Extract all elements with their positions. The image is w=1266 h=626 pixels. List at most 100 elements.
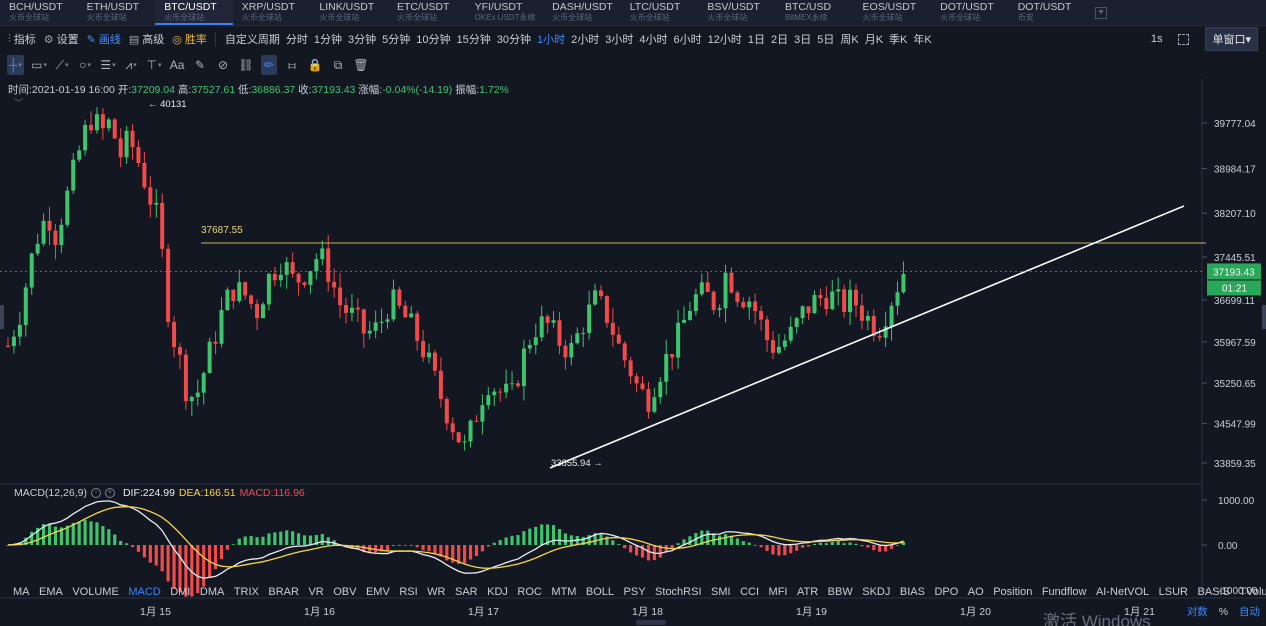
pencil-icon[interactable]: ✏ [261,55,278,75]
right-panel-handle[interactable] [1262,305,1266,329]
link-icon[interactable]: ⛓ [238,55,254,75]
custom-period-button[interactable]: 自定义周期 [224,34,280,46]
indicator-rsi[interactable]: RSI [399,586,418,598]
period-12[interactable]: 12小时 [707,34,742,46]
indicator-cci[interactable]: CCI [740,586,760,598]
ruler-icon[interactable]: ⧦ [284,55,300,75]
indicators-button[interactable]: ⫶ 指标 [8,32,36,47]
fullscreen-icon[interactable] [1178,33,1190,45]
pair-tab-etc-usdt[interactable]: ETC/USDT 火币全球站 [388,0,466,25]
period-17[interactable]: 周K [840,34,859,46]
period-0[interactable]: 分时 [285,34,308,46]
brush-icon[interactable]: ✎ [192,55,208,75]
settings-button[interactable]: ⚙ 设置 [43,33,79,47]
period-15[interactable]: 3日 [794,34,812,46]
log-scale-toggle[interactable]: 对数 [1186,606,1208,618]
indicator-brar[interactable]: BRAR [268,586,299,598]
pair-tab-btc-usdt[interactable]: BTC/USDT 火币全球站 [155,0,233,25]
indicator-bias[interactable]: BIAS [899,586,925,598]
indicator-smi[interactable]: SMI [711,586,731,598]
period-1[interactable]: 1分钟 [313,34,342,46]
advanced-button[interactable]: ▤ 高级 [128,33,165,47]
period-10[interactable]: 4小时 [639,34,668,46]
winrate-button[interactable]: ◎ 胜率 [172,33,207,47]
indicator-ai-netvol[interactable]: AI-NetVOL [1095,586,1150,598]
period-5[interactable]: 15分钟 [456,34,491,46]
period-7[interactable]: 1小时 [536,34,566,46]
indicator-fundflow[interactable]: Fundflow [1041,586,1087,598]
add-pair-button[interactable]: + [1095,7,1107,19]
period-13[interactable]: 1日 [747,34,765,46]
indicator-volume[interactable]: VOLUME [72,586,119,598]
indicator-atr[interactable]: ATR [796,586,819,598]
lock-icon[interactable]: 🔒 [307,55,323,75]
period-9[interactable]: 3小时 [605,34,634,46]
pattern-icon[interactable]: ⩘ ▾ [123,55,139,75]
auto-scale-toggle[interactable]: 自动 [1239,606,1260,618]
pair-tab-dot-usdt[interactable]: DOT/USDT 币安 [1009,0,1087,25]
pair-tab-bsv-usdt[interactable]: BSV/USDT 火币全球站 [698,0,776,25]
indicator-stochrsi[interactable]: StochRSI [655,586,702,598]
indicator-trix[interactable]: TRIX [233,586,259,598]
copy-icon[interactable]: ⧉ [330,55,346,75]
indicator-vr[interactable]: VR [308,586,324,598]
pair-tab-yfi-usdt[interactable]: YFI/USDT OKEx USDT永续 [466,0,544,25]
shape-circle-icon[interactable]: ○ ▾ [77,55,93,75]
fib-icon[interactable]: ☰ ▾ [100,55,116,75]
period-14[interactable]: 2日 [770,34,789,46]
indicator-kdj[interactable]: KDJ [487,586,508,598]
macd-settings-icon[interactable]: ◦ [90,488,101,498]
period-3[interactable]: 5分钟 [382,34,411,46]
indicator-lsur[interactable]: LSUR [1158,586,1188,598]
line-style-icon[interactable]: ▭ ▾ [31,55,47,75]
indicator-obv[interactable]: OBV [333,586,357,598]
crosshair-icon[interactable]: ┼ ▾ [7,55,25,75]
period-4[interactable]: 10分钟 [416,34,451,46]
indicator-boll[interactable]: BOLL [585,586,615,598]
collapse-icon[interactable]: ﹀ [14,98,24,108]
pair-tab-dot-usdt[interactable]: DOT/USDT 火币全球站 [931,0,1009,25]
candlestick-chart[interactable]: 39777.04 38984.17 38207.10 37445.51 36699.11… [0,78,1266,626]
left-panel-handle[interactable] [0,305,4,329]
indicator-ao[interactable]: AO [967,586,984,598]
trend-line[interactable] [549,205,1185,469]
pair-tab-ltc-usdt[interactable]: LTC/USDT 火币全球站 [621,0,699,25]
indicator-mfi[interactable]: MFI [768,586,788,598]
pair-tab-eos-usdt[interactable]: EOS/USDT 火币全球站 [854,0,932,25]
period-20[interactable]: 年K [913,34,932,46]
indicator-psy[interactable]: PSY [623,586,646,598]
period-16[interactable]: 5日 [817,34,835,46]
period-19[interactable]: 季K [889,34,908,46]
pair-tab-dash-usdt[interactable]: DASH/USDT 火币全球站 [543,0,621,25]
pair-tab-btc-usd[interactable]: BTC/USD BitMEX永续 [776,0,854,25]
indicator-ema[interactable]: EMA [39,586,63,598]
indicator-dma[interactable]: DMA [199,586,225,598]
text-icon[interactable]: Aa [169,55,185,75]
window-mode-dropdown[interactable]: 单窗口▾ [1205,27,1258,51]
indicator-ma[interactable]: MA [13,586,30,598]
indicator-dmi[interactable]: DMI [170,586,191,598]
indicator-tvolume[interactable]: TVolume [1239,586,1266,598]
pair-tab-xrp-usdt[interactable]: XRP/USDT 火币全球站 [233,0,311,25]
indicator-basis[interactable]: BASIS [1197,586,1230,598]
chart-area[interactable]: 39777.04 38984.17 38207.10 37445.51 36699.11… [0,78,1266,626]
period-18[interactable]: 月K [864,34,884,46]
period-2[interactable]: 3分钟 [347,34,377,46]
indicator-dpo[interactable]: DPO [934,586,959,598]
indicator-macd[interactable]: MACD [128,586,161,598]
delete-icon[interactable]: 🗑 [353,55,369,75]
indicator-mtm[interactable]: MTM [551,586,577,598]
percent-toggle[interactable]: % [1218,606,1229,618]
pair-tab-eth-usdt[interactable]: ETH/USDT 火币全球站 [78,0,156,25]
pair-tab-bch-usdt[interactable]: BCH/USDT 火币全球站 [0,0,78,25]
pair-tab-link-usdt[interactable]: LINK/USDT 火币全球站 [310,0,388,25]
indicator-skdj[interactable]: SKDJ [862,586,891,598]
speed-toggle[interactable]: 1s [1150,33,1163,45]
indicator-wr[interactable]: WR [427,586,446,598]
period-6[interactable]: 30分钟 [496,34,531,46]
period-8[interactable]: 2小时 [571,34,600,46]
indicator-position[interactable]: Position [993,586,1033,598]
indicator-bbw[interactable]: BBW [827,586,853,598]
scroll-handle[interactable] [636,620,666,625]
macd-close-icon[interactable]: × [104,488,115,498]
